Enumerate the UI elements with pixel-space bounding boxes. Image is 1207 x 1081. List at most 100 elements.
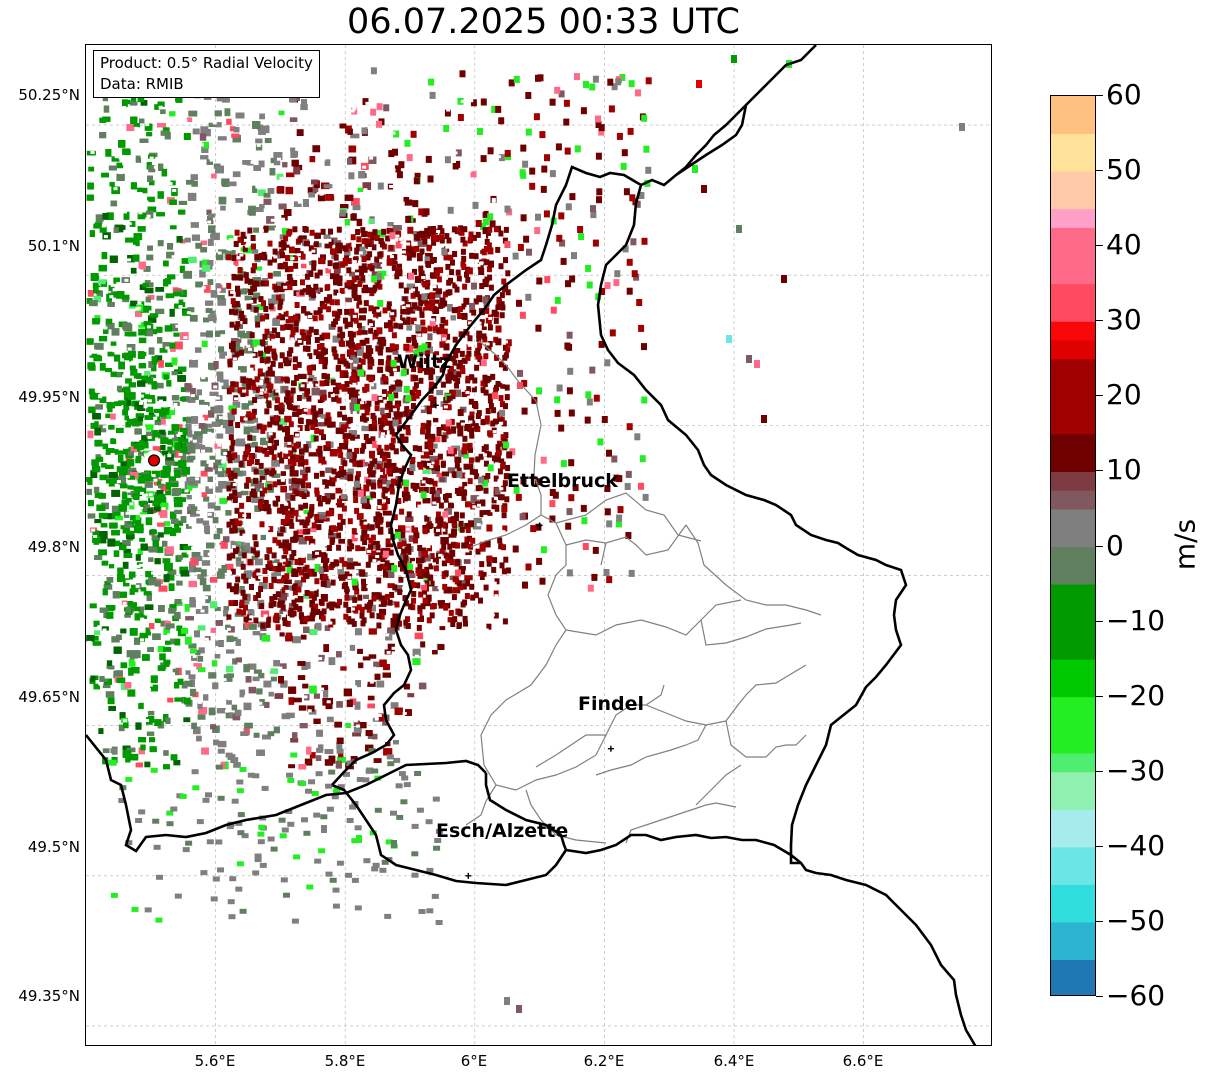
- colorbar-segment: [1051, 396, 1095, 416]
- colorbar-segment: [1051, 734, 1095, 754]
- colorbar-segment: [1051, 640, 1095, 660]
- colorbar-segment: [1051, 490, 1095, 510]
- colorbar-segment: [1051, 978, 1095, 995]
- colorbar-tick-mark: [1096, 95, 1103, 96]
- map-frame: [85, 44, 992, 1046]
- colorbar-tick-label: 0: [1106, 528, 1124, 562]
- colorbar-segment: [1051, 884, 1095, 904]
- colorbar-segment: [1051, 696, 1095, 716]
- colorbar-segment: [1051, 471, 1095, 491]
- borders: [86, 45, 977, 1045]
- lat-label-49.35: 49.35°N: [18, 987, 80, 1005]
- colorbar-segment: [1051, 828, 1095, 848]
- colorbar-segment: [1051, 96, 1095, 116]
- chart-title: 06.07.2025 00:33 UTC: [347, 2, 740, 42]
- colorbar-tick-mark: [1096, 470, 1103, 472]
- colorbar-tick-label: 50: [1106, 153, 1142, 187]
- city-label-esch-alzette: Esch/Alzette: [436, 820, 569, 842]
- lat-label-49.5: 49.5°N: [27, 838, 80, 856]
- colorbar-segment: [1051, 546, 1095, 566]
- colorbar-segment: [1051, 677, 1095, 698]
- city-markers: [432, 402, 614, 879]
- colorbar-segment: [1051, 921, 1095, 942]
- radar-echoes: [86, 55, 965, 1013]
- colorbar-segment: [1051, 602, 1095, 623]
- colorbar-tick-mark: [1096, 395, 1103, 397]
- colorbar-segment: [1051, 133, 1095, 153]
- colorbar-segment: [1051, 940, 1095, 960]
- colorbar-segment: [1051, 790, 1095, 810]
- colorbar-segment: [1051, 377, 1095, 397]
- lat-label-49.8: 49.8°N: [27, 538, 80, 556]
- colorbar-tick-label: −20: [1106, 678, 1166, 712]
- colorbar-segment: [1051, 264, 1095, 285]
- lon-label-5.6: 5.6°E: [194, 1052, 236, 1070]
- colorbar-tick-label: 10: [1106, 453, 1142, 487]
- colorbar-gradient: [1051, 96, 1095, 995]
- colorbar-tick-mark: [1096, 996, 1103, 997]
- colorbar-tick-label: 40: [1106, 228, 1142, 262]
- colorbar-segment: [1051, 189, 1095, 210]
- colorbar-segment: [1051, 865, 1095, 885]
- city-marker: [432, 402, 439, 409]
- colorbar-tick-mark: [1096, 545, 1103, 547]
- radar-site-dot: [147, 454, 161, 467]
- colorbar-tick-mark: [1096, 320, 1103, 322]
- colorbar-tick-mark: [1096, 770, 1103, 772]
- colorbar-tick-label: 30: [1106, 303, 1142, 337]
- lon-label-6.4: 6.4°E: [713, 1052, 755, 1070]
- colorbar-tick-mark: [1096, 845, 1103, 847]
- national-borders: [86, 45, 977, 1045]
- colorbar-segment: [1051, 565, 1095, 585]
- colorbar-segment: [1051, 415, 1095, 435]
- colorbar-segment: [1051, 508, 1095, 529]
- colorbar-segment: [1051, 846, 1095, 867]
- colorbar: [1050, 95, 1096, 996]
- colorbar-segment: [1051, 302, 1095, 322]
- city-label-wiltz: Wiltz: [397, 351, 452, 373]
- city-marker: [465, 872, 472, 879]
- colorbar-label: m/s: [1168, 518, 1202, 571]
- map-canvas: [86, 45, 991, 1045]
- colorbar-segment: [1051, 227, 1095, 247]
- colorbar-segment: [1051, 959, 1095, 979]
- lon-label-6.2: 6.2°E: [583, 1052, 625, 1070]
- data-source-label: Data: RMIB: [100, 75, 184, 93]
- colorbar-segment: [1051, 752, 1095, 773]
- colorbar-segment: [1051, 433, 1095, 454]
- colorbar-segment: [1051, 659, 1095, 679]
- lat-label-49.65: 49.65°N: [18, 688, 80, 706]
- lat-label-50.1: 50.1°N: [27, 237, 80, 255]
- colorbar-segment: [1051, 527, 1095, 547]
- colorbar-segment: [1051, 621, 1095, 641]
- city-marker: [536, 522, 543, 529]
- lat-label-50.25: 50.25°N: [18, 86, 80, 104]
- colorbar-tick-mark: [1096, 620, 1103, 622]
- colorbar-segment: [1051, 358, 1095, 379]
- lat-label-49.95: 49.95°N: [18, 388, 80, 406]
- colorbar-segment: [1051, 208, 1095, 228]
- colorbar-tick-mark: [1096, 170, 1103, 172]
- colorbar-tick-label: −30: [1106, 753, 1166, 787]
- colorbar-segment: [1051, 452, 1095, 472]
- colorbar-segment: [1051, 171, 1095, 191]
- colorbar-segment: [1051, 283, 1095, 303]
- colorbar-tick-label: 60: [1106, 78, 1142, 111]
- colorbar-tick-label: 20: [1106, 378, 1142, 412]
- colorbar-segment: [1051, 715, 1095, 735]
- lon-label-6: 6°E: [460, 1052, 488, 1070]
- canton-borders: [465, 340, 822, 844]
- colorbar-segment: [1051, 584, 1095, 604]
- colorbar-tick-label: −50: [1106, 903, 1166, 937]
- colorbar-tick-label: −10: [1106, 603, 1166, 637]
- colorbar-tick-label: −40: [1106, 828, 1166, 862]
- colorbar-segment: [1051, 152, 1095, 172]
- colorbar-segment: [1051, 321, 1095, 341]
- colorbar-segment: [1051, 771, 1095, 792]
- colorbar-segment: [1051, 246, 1095, 266]
- city-label-findel: Findel: [578, 693, 645, 715]
- colorbar-segment: [1051, 114, 1095, 135]
- product-label: Product: 0.5° Radial Velocity: [100, 54, 313, 72]
- colorbar-segment: [1051, 809, 1095, 829]
- colorbar-segment: [1051, 903, 1095, 923]
